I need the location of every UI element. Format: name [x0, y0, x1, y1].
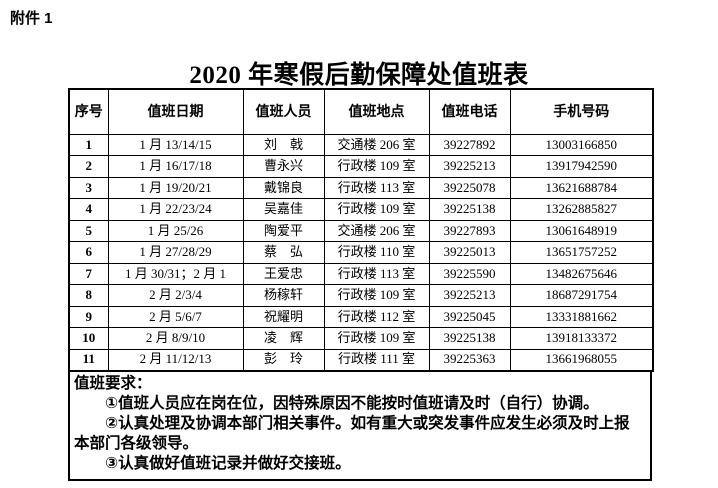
cell-mobile-number: 13917942590 [509, 155, 654, 178]
cell-duty-person: 彭 玲 [242, 348, 325, 371]
cell-serial-number: 2 [68, 155, 109, 178]
cell-serial-number: 1 [68, 133, 109, 156]
cell-serial-number: 8 [68, 284, 109, 307]
column-header-phone: 值班电话 [428, 88, 511, 135]
cell-duty-phone: 39225013 [428, 241, 511, 264]
cell-duty-location: 行政楼 112 室 [323, 305, 430, 328]
cell-duty-date: 1 月 30/31；2 月 1 [107, 262, 244, 285]
cell-duty-person: 杨稼轩 [242, 284, 325, 307]
cell-duty-location: 行政楼 109 室 [323, 284, 430, 307]
cell-duty-phone: 39225078 [428, 176, 511, 199]
cell-duty-phone: 39227893 [428, 219, 511, 242]
column-header-date: 值班日期 [107, 88, 244, 135]
cell-duty-person: 曹永兴 [242, 155, 325, 178]
cell-duty-phone: 39227892 [428, 133, 511, 156]
cell-serial-number: 11 [68, 348, 109, 371]
table-row: 1 1 月 13/14/15 刘 戟 交通楼 206 室 39227892 13… [68, 133, 654, 156]
cell-serial-number: 3 [68, 176, 109, 199]
page-title: 2020 年寒假后勤保障处值班表 [189, 62, 529, 89]
cell-mobile-number: 13661968055 [509, 348, 654, 371]
cell-duty-date: 1 月 19/20/21 [107, 176, 244, 199]
cell-duty-phone: 39225138 [428, 327, 511, 350]
cell-serial-number: 10 [68, 327, 109, 350]
cell-duty-phone: 39225138 [428, 198, 511, 221]
cell-mobile-number: 13651757252 [509, 241, 654, 264]
cell-duty-date: 2 月 5/6/7 [107, 305, 244, 328]
cell-duty-location: 行政楼 113 室 [323, 262, 430, 285]
cell-duty-location: 行政楼 109 室 [323, 155, 430, 178]
cell-mobile-number: 13918133372 [509, 327, 654, 350]
cell-duty-person: 蔡 弘 [242, 241, 325, 264]
table-row: 7 1 月 30/31；2 月 1 王爱忠 行政楼 113 室 39225590… [68, 262, 654, 285]
cell-duty-date: 1 月 25/26 [107, 219, 244, 242]
cell-duty-date: 1 月 22/23/24 [107, 198, 244, 221]
cell-duty-person: 戴锦良 [242, 176, 325, 199]
cell-duty-location: 行政楼 109 室 [323, 198, 430, 221]
cell-duty-phone: 39225213 [428, 284, 511, 307]
duty-table: 序号 值班日期 值班人员 值班地点 值班电话 手机号码 1 1 月 13/14/… [68, 88, 654, 372]
cell-mobile-number: 13262885827 [509, 198, 654, 221]
cell-mobile-number: 13331881662 [509, 305, 654, 328]
cell-duty-date: 1 月 13/14/15 [107, 133, 244, 156]
note-item: ②认真处理及协调本部门相关事件。如有重大或突发事件应发生必须及时上报本部门各级领… [74, 414, 630, 452]
cell-duty-date: 2 月 2/3/4 [107, 284, 244, 307]
table-row: 8 2 月 2/3/4 杨稼轩 行政楼 109 室 39225213 18687… [68, 284, 654, 307]
cell-mobile-number: 18687291754 [509, 284, 654, 307]
note-item: ①值班人员应在岗在位，因特殊原因不能按时值班请及时（自行）协调。 [105, 394, 599, 412]
cell-mobile-number: 13003166850 [509, 133, 654, 156]
cell-serial-number: 9 [68, 305, 109, 328]
cell-mobile-number: 13621688784 [509, 176, 654, 199]
table-row: 5 1 月 25/26 陶爱平 交通楼 206 室 39227893 13061… [68, 219, 654, 242]
cell-duty-person: 王爱忠 [242, 262, 325, 285]
cell-serial-number: 4 [68, 198, 109, 221]
table-header-row: 序号 值班日期 值班人员 值班地点 值班电话 手机号码 [68, 88, 654, 135]
cell-serial-number: 7 [68, 262, 109, 285]
cell-duty-phone: 39225590 [428, 262, 511, 285]
cell-duty-date: 2 月 11/12/13 [107, 348, 244, 371]
column-header-mobile: 手机号码 [509, 88, 654, 135]
column-header-person: 值班人员 [242, 88, 325, 135]
duty-table-body: 1 1 月 13/14/15 刘 戟 交通楼 206 室 39227892 13… [68, 133, 654, 371]
cell-duty-person: 凌 辉 [242, 327, 325, 350]
cell-duty-date: 1 月 27/28/29 [107, 241, 244, 264]
cell-duty-location: 交通楼 206 室 [323, 133, 430, 156]
cell-duty-phone: 39225363 [428, 348, 511, 371]
cell-duty-location: 行政楼 109 室 [323, 327, 430, 350]
cell-duty-person: 陶爱平 [242, 219, 325, 242]
cell-duty-phone: 39225213 [428, 155, 511, 178]
table-row: 6 1 月 27/28/29 蔡 弘 行政楼 110 室 39225013 13… [68, 241, 654, 264]
table-row: 4 1 月 22/23/24 吴嘉佳 行政楼 109 室 39225138 13… [68, 198, 654, 221]
cell-serial-number: 6 [68, 241, 109, 264]
cell-duty-date: 2 月 8/9/10 [107, 327, 244, 350]
cell-duty-phone: 39225045 [428, 305, 511, 328]
cell-duty-location: 交通楼 206 室 [323, 219, 430, 242]
attachment-label: 附件 1 [10, 10, 53, 27]
cell-duty-person: 吴嘉佳 [242, 198, 325, 221]
cell-duty-person: 祝耀明 [242, 305, 325, 328]
cell-duty-location: 行政楼 111 室 [323, 348, 430, 371]
table-row: 2 1 月 16/17/18 曹永兴 行政楼 109 室 39225213 13… [68, 155, 654, 178]
column-header-index: 序号 [68, 88, 109, 135]
duty-table-block: 序号 值班日期 值班人员 值班地点 值班电话 手机号码 1 1 月 13/14/… [68, 88, 654, 481]
note-item: ③认真做好值班记录并做好交接班。 [105, 454, 351, 472]
notes-title: 值班要求： [74, 374, 152, 392]
table-row: 9 2 月 5/6/7 祝耀明 行政楼 112 室 39225045 13331… [68, 305, 654, 328]
cell-duty-person: 刘 戟 [242, 133, 325, 156]
duty-notes-section: 值班要求： ①值班人员应在岗在位，因特殊原因不能按时值班请及时（自行）协调。 ②… [68, 371, 652, 481]
column-header-location: 值班地点 [323, 88, 430, 135]
table-row: 11 2 月 11/12/13 彭 玲 行政楼 111 室 39225363 1… [68, 348, 654, 371]
cell-duty-date: 1 月 16/17/18 [107, 155, 244, 178]
cell-serial-number: 5 [68, 219, 109, 242]
table-row: 3 1 月 19/20/21 戴锦良 行政楼 113 室 39225078 13… [68, 176, 654, 199]
table-row: 10 2 月 8/9/10 凌 辉 行政楼 109 室 39225138 139… [68, 327, 654, 350]
cell-mobile-number: 13061648919 [509, 219, 654, 242]
cell-duty-location: 行政楼 110 室 [323, 241, 430, 264]
cell-mobile-number: 13482675646 [509, 262, 654, 285]
cell-duty-location: 行政楼 113 室 [323, 176, 430, 199]
